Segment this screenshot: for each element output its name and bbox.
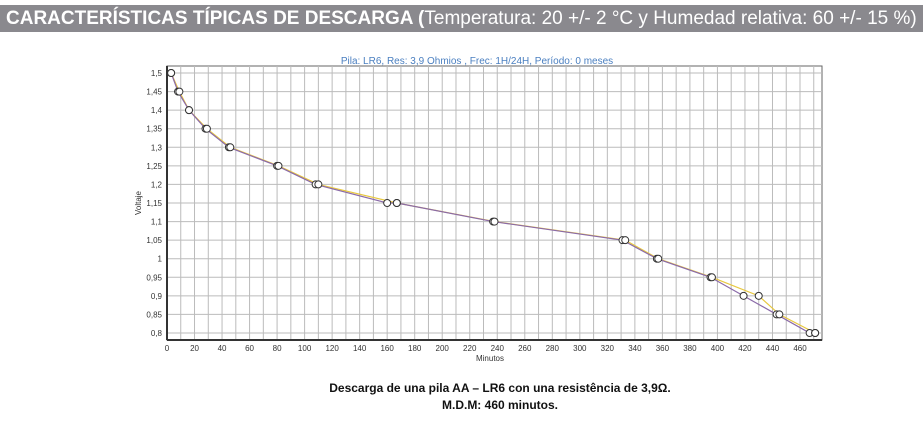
x-tick-label: 20 — [190, 344, 199, 353]
x-tick-label: 100 — [298, 344, 312, 353]
y-tick-label: 1,05 — [146, 236, 162, 245]
data-point-A — [739, 291, 748, 300]
x-tick-label: 320 — [601, 344, 615, 353]
x-tick-label: 120 — [325, 344, 339, 353]
x-tick-label: 340 — [628, 344, 642, 353]
data-point-B — [202, 124, 211, 133]
data-point-B — [185, 106, 194, 115]
caption-line-2: M.D.M: 460 minutos. — [441, 398, 558, 412]
caption-line-1: Descarga de una pila AA – LR6 con una re… — [329, 381, 671, 395]
x-tick-label: 240 — [491, 344, 505, 353]
data-point-B — [707, 273, 716, 282]
x-tick-label: 300 — [573, 344, 587, 353]
data-point-B — [754, 291, 763, 300]
x-tick-label: 40 — [218, 344, 227, 353]
header-title-conditions: Temperatura: 20 +/- 2 °C y Humedad relat… — [424, 8, 917, 29]
data-point-B — [654, 254, 663, 263]
y-axis-label: Voltaje — [134, 190, 143, 215]
data-point-B — [226, 143, 235, 152]
x-tick-label: 160 — [380, 344, 394, 353]
y-tick-label: 1,35 — [146, 125, 162, 134]
data-point-B — [811, 329, 820, 337]
grid — [166, 65, 823, 341]
section-header: CARACTERÍSTICAS TÍPICAS DE DESCARGA (Tem… — [0, 5, 923, 32]
x-tick-label: 180 — [408, 344, 422, 353]
data-point-B — [392, 199, 401, 207]
data-point-B — [490, 217, 499, 226]
y-tick-label: 1,25 — [146, 162, 162, 171]
header-title-bold: CARACTERÍSTICAS TÍPICAS DE DESCARGA ( — [6, 8, 425, 29]
x-tick-label: 220 — [463, 344, 477, 353]
x-tick-label: 60 — [245, 344, 254, 353]
x-tick-label: 140 — [353, 344, 367, 353]
data-point-B — [167, 69, 176, 77]
data-point-A — [383, 199, 392, 207]
x-tick-label: 380 — [683, 344, 697, 353]
data-point-B — [175, 87, 184, 96]
y-tick-label: 0,9 — [151, 292, 163, 301]
data-point-B — [775, 310, 784, 319]
y-tick-label: 1,4 — [151, 106, 163, 115]
data-point-B — [314, 180, 323, 189]
y-tick-label: 0,8 — [151, 329, 163, 338]
y-tick-label: 1,15 — [146, 199, 162, 208]
data-point-B — [621, 236, 630, 245]
x-tick-label: 460 — [793, 344, 807, 353]
y-tick-label: 0,85 — [146, 310, 162, 319]
y-tick-label: 1,3 — [151, 143, 163, 152]
chart-title: Pila: LR6, Res: 3,9 Ohmios , Frec: 1H/24… — [341, 56, 613, 67]
data-point-B — [274, 161, 283, 170]
x-axis-label: Minutos — [476, 354, 504, 363]
x-tick-label: 80 — [273, 344, 282, 353]
x-tick-label: 360 — [656, 344, 670, 353]
x-tick-label: 0 — [165, 344, 170, 353]
x-tick-label: 440 — [766, 344, 780, 353]
discharge-chart: Pila: LR6, Res: 3,9 Ohmios , Frec: 1H/24… — [134, 56, 823, 363]
x-tick-label: 200 — [436, 344, 450, 353]
y-tick-label: 1,1 — [151, 218, 163, 227]
y-tick-label: 1,2 — [151, 180, 163, 189]
y-tick-label: 0,95 — [146, 273, 162, 282]
y-tick-label: 1 — [158, 255, 163, 264]
x-tick-label: 420 — [738, 344, 752, 353]
y-tick-label: 1,45 — [146, 88, 162, 97]
x-tick-label: 280 — [546, 344, 560, 353]
x-tick-label: 260 — [518, 344, 532, 353]
x-tick-label: 400 — [711, 344, 725, 353]
y-tick-label: 1,5 — [151, 69, 163, 78]
